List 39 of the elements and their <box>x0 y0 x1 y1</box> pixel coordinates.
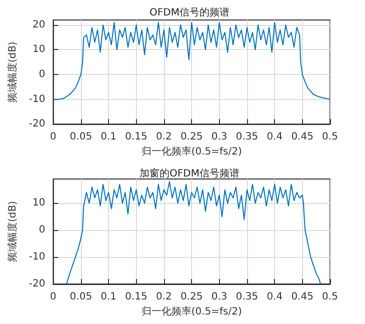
x-tick-label: 0.15 <box>125 132 148 143</box>
x-tick-label: 0.2 <box>156 292 172 302</box>
x-tick-label: 0.4 <box>266 132 283 143</box>
x-tick-label: 0.3 <box>211 292 228 302</box>
y-axis-title: 频域幅度(dB) <box>6 41 18 103</box>
x-axis-title: 归一化频率(0.5=fs/2) <box>141 146 242 158</box>
x-tick-label: 0.5 <box>322 132 338 143</box>
x-tick-label: 0.05 <box>70 292 92 302</box>
x-tick-label: 0.1 <box>100 132 117 143</box>
x-tick-label: 0.4 <box>266 292 283 302</box>
y-tick-label: -20 <box>28 278 46 290</box>
y-tick-label: 10 <box>32 44 46 56</box>
x-tick-label: 0.45 <box>291 132 314 143</box>
chart-title: OFDM信号的频谱 <box>150 6 230 18</box>
x-tick-label: 0 <box>50 132 56 143</box>
x-tick-label: 0 <box>50 292 56 302</box>
x-tick-label: 0.1 <box>100 292 117 302</box>
x-tick-label: 0.45 <box>291 292 314 302</box>
y-tick-label: 0 <box>38 224 46 236</box>
x-tick-label: 0.5 <box>322 292 338 302</box>
y-tick-label: -10 <box>28 252 46 263</box>
x-tick-label: 0.25 <box>180 132 203 143</box>
line-series <box>66 181 322 284</box>
line-series <box>52 22 330 100</box>
x-tick-label: 0.2 <box>156 132 172 143</box>
chart-title: 加窗的OFDM信号频谱 <box>140 168 240 180</box>
x-tick-label: 0.35 <box>236 132 258 143</box>
x-tick-label: 0.25 <box>180 292 203 302</box>
y-tick-label: -10 <box>28 94 46 105</box>
x-tick-label: 0.15 <box>125 292 148 302</box>
x-axis-title: 归一化频率(0.5=fs/2) <box>141 305 242 318</box>
y-tick-label: 20 <box>32 19 46 30</box>
y-tick-label: 0 <box>38 69 46 80</box>
x-tick-label: 0.05 <box>70 132 92 143</box>
x-tick-label: 0.3 <box>211 132 228 143</box>
y-tick-label: -20 <box>28 118 46 130</box>
y-axis-title: 频域幅度(dB) <box>6 200 18 262</box>
y-tick-label: 10 <box>32 198 46 209</box>
x-tick-label: 0.35 <box>236 292 258 302</box>
